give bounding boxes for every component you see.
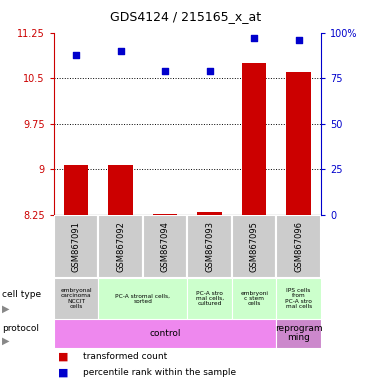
Text: embryonal
carcinoma
NCCIT
cells: embryonal carcinoma NCCIT cells [60,288,92,309]
Point [207,68,213,74]
Text: GSM867093: GSM867093 [205,221,214,272]
Point [296,37,302,43]
Text: control: control [150,329,181,338]
Text: transformed count: transformed count [83,352,168,361]
Text: ▶: ▶ [2,304,9,314]
Text: protocol: protocol [2,324,39,333]
Text: embryoni
c stem
cells: embryoni c stem cells [240,291,268,306]
Bar [187,278,232,319]
Text: cell type: cell type [2,290,41,299]
Text: ▶: ▶ [2,335,9,345]
Bar [143,215,187,278]
Bar [64,165,88,215]
Text: GSM867092: GSM867092 [116,221,125,272]
Text: percentile rank within the sample: percentile rank within the sample [83,369,237,377]
Bar [197,212,222,215]
Text: GSM867091: GSM867091 [72,221,81,272]
Bar [276,278,321,319]
Point [118,48,124,54]
Bar [108,165,133,215]
Text: ■: ■ [58,352,68,362]
Bar [54,278,98,319]
Bar [98,215,143,278]
Bar [187,215,232,278]
Bar [276,319,321,348]
Bar [153,214,177,215]
Text: PC-A stromal cells,
sorted: PC-A stromal cells, sorted [115,293,170,304]
Bar [242,63,266,215]
Point [73,51,79,58]
Text: reprogram
ming: reprogram ming [275,324,322,343]
Text: GSM867095: GSM867095 [250,221,259,272]
Text: IPS cells
from
PC-A stro
mal cells: IPS cells from PC-A stro mal cells [285,288,312,309]
Point [251,35,257,41]
Text: PC-A stro
mal cells,
cultured: PC-A stro mal cells, cultured [196,291,224,306]
Bar [98,278,187,319]
Bar [286,72,311,215]
Bar [276,215,321,278]
Text: ■: ■ [58,368,68,378]
Point [162,68,168,74]
Text: GDS4124 / 215165_x_at: GDS4124 / 215165_x_at [110,10,261,23]
Bar [54,215,98,278]
Text: GSM867094: GSM867094 [161,221,170,272]
Text: GSM867096: GSM867096 [294,221,303,272]
Bar [232,278,276,319]
Bar [232,215,276,278]
Bar [54,319,276,348]
